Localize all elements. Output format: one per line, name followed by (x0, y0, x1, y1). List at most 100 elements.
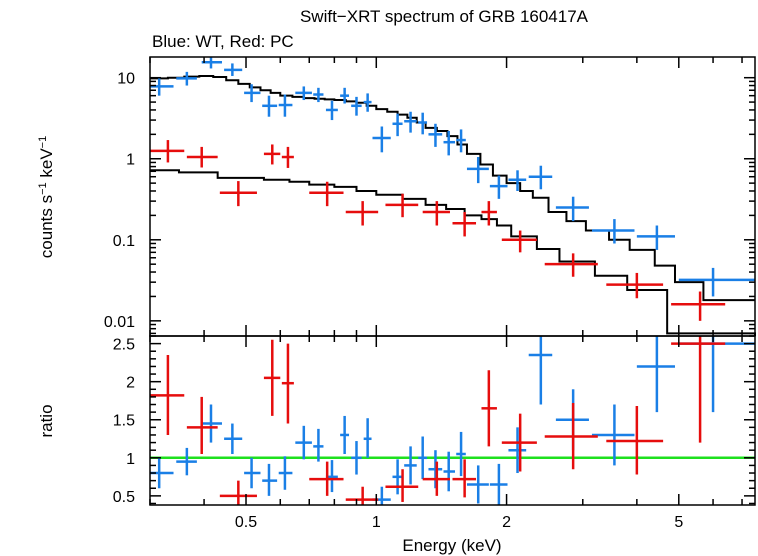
ratio-point-wt-1 (176, 447, 197, 476)
ratio-y-tick-label: 0.5 (113, 489, 135, 506)
spectrum-point-pc-9 (452, 212, 477, 237)
ratio-point-wt-22 (508, 427, 527, 474)
ratio-point-wt-16 (418, 436, 428, 480)
ratio-frame (149, 335, 756, 506)
x-tick-label: 5 (674, 514, 683, 531)
spectrum-point-pc-6 (345, 201, 379, 226)
x-tick-label: 0.5 (235, 514, 257, 531)
spectrum-point-wt-10 (340, 87, 350, 104)
ratio-point-wt-19 (456, 431, 466, 477)
spectrum-point-pc-10 (481, 201, 497, 226)
spectrum-point-pc-1 (186, 146, 218, 168)
spectrum-point-wt-11 (351, 96, 362, 116)
spectrum-point-pc-4 (281, 146, 294, 168)
spectrum-point-wt-23 (528, 165, 553, 190)
spectrum-point-wt-17 (428, 123, 443, 147)
ratio-point-wt-14 (392, 459, 403, 495)
spectrum-point-pc-2 (219, 181, 257, 207)
ratio-point-wt-6 (278, 456, 293, 490)
spectrum-point-wt-0 (150, 78, 174, 96)
spectrum-point-wt-22 (508, 170, 527, 191)
spectrum-point-wt-13 (372, 126, 391, 153)
spectrum-point-wt-5 (262, 95, 278, 117)
ratio-point-pc-14 (671, 336, 726, 443)
spectrum-point-wt-26 (636, 225, 675, 250)
spectrum-y-tick-label: 0.01 (104, 314, 135, 331)
spectrum-point-wt-20 (466, 157, 489, 184)
ratio-point-wt-4 (244, 457, 261, 489)
spectrum-point-pc-0 (150, 140, 185, 163)
spectrum-point-wt-3 (224, 63, 243, 76)
ratio-point-pc-10 (481, 370, 497, 447)
ratio-point-pc-6 (345, 486, 379, 505)
ratio-point-pc-0 (150, 355, 185, 435)
spectrum-point-wt-12 (363, 93, 372, 112)
ratio-point-wt-13 (372, 486, 391, 505)
spectrum-point-wt-7 (295, 86, 312, 101)
spectrum-y-tick-label: 0.1 (113, 233, 135, 250)
spectrum-point-wt-1 (176, 71, 197, 86)
spectrum-point-wt-27 (678, 267, 755, 297)
spectrum-point-pc-8 (422, 201, 450, 226)
spectrum-y-tick-label: 10 (117, 71, 135, 88)
ratio-point-pc-12 (544, 402, 598, 470)
spectrum-y-label: counts s−1 keV−1 (37, 136, 56, 258)
x-tick-label: 1 (372, 514, 381, 531)
spectrum-point-wt-19 (456, 129, 466, 153)
ratio-point-pc-8 (422, 461, 450, 496)
ratio-y-tick-label: 2.5 (113, 337, 135, 354)
ratio-point-wt-11 (351, 441, 362, 475)
ratio-point-pc-3 (263, 339, 281, 416)
ratio-point-wt-7 (295, 425, 312, 460)
ratio-point-pc-5 (309, 461, 344, 496)
spectrum-point-wt-15 (404, 111, 417, 133)
ratio-point-pc-4 (281, 343, 294, 424)
spectrum-point-pc-7 (385, 193, 419, 218)
spectrum-point-pc-12 (544, 253, 598, 277)
ratio-point-wt-8 (313, 428, 324, 462)
ratio-point-wt-18 (443, 451, 455, 492)
spectrum-point-wt-2 (201, 57, 222, 69)
spectrum-point-pc-11 (501, 230, 537, 253)
ratio-point-wt-17 (428, 450, 443, 489)
spectrum-point-pc-13 (606, 272, 664, 299)
spectrum-point-pc-14 (671, 291, 726, 321)
chart-title: Swift−XRT spectrum of GRB 160417A (300, 7, 589, 26)
ratio-point-wt-23 (528, 336, 553, 405)
spectrum-point-wt-21 (489, 175, 508, 199)
ratio-y-tick-label: 1 (126, 451, 135, 468)
ratio-point-wt-26 (636, 336, 675, 413)
spectrum-point-pc-5 (309, 181, 344, 207)
spectrum-point-wt-16 (418, 112, 428, 135)
ratio-point-wt-10 (340, 415, 350, 454)
model-curve-wt (150, 74, 755, 302)
ratio-point-pc-11 (501, 413, 537, 472)
spectrum-point-wt-14 (392, 113, 403, 137)
ratio-point-wt-27 (678, 336, 755, 413)
chart-subtitle: Blue: WT, Red: PC (152, 32, 294, 51)
ratio-point-wt-3 (224, 423, 243, 454)
spectrum-point-wt-18 (443, 130, 455, 156)
ratio-point-pc-1 (186, 396, 218, 454)
spectrum-point-wt-9 (325, 100, 338, 121)
x-axis-label: Energy (keV) (402, 536, 501, 555)
spectrum-point-wt-25 (591, 219, 635, 244)
ratio-point-wt-12 (363, 418, 372, 458)
ratio-y-tick-label: 2 (126, 375, 135, 392)
ratio-y-tick-label: 1.5 (113, 413, 135, 430)
ratio-point-wt-2 (201, 404, 222, 443)
ratio-point-pc-13 (606, 406, 664, 475)
ratio-point-wt-21 (489, 463, 508, 505)
spectrum-point-wt-8 (313, 87, 324, 103)
ratio-point-wt-20 (466, 465, 489, 504)
ratio-point-pc-9 (452, 459, 477, 498)
ratio-point-wt-25 (591, 404, 635, 466)
spectrum-point-pc-3 (263, 144, 281, 165)
model-curve-pc (150, 169, 756, 336)
ratio-point-wt-15 (404, 446, 417, 485)
ratio-y-label: ratio (37, 404, 56, 437)
ratio-point-pc-2 (219, 480, 257, 505)
spectrum-point-wt-6 (278, 94, 293, 117)
spectrum-point-wt-24 (555, 196, 589, 222)
